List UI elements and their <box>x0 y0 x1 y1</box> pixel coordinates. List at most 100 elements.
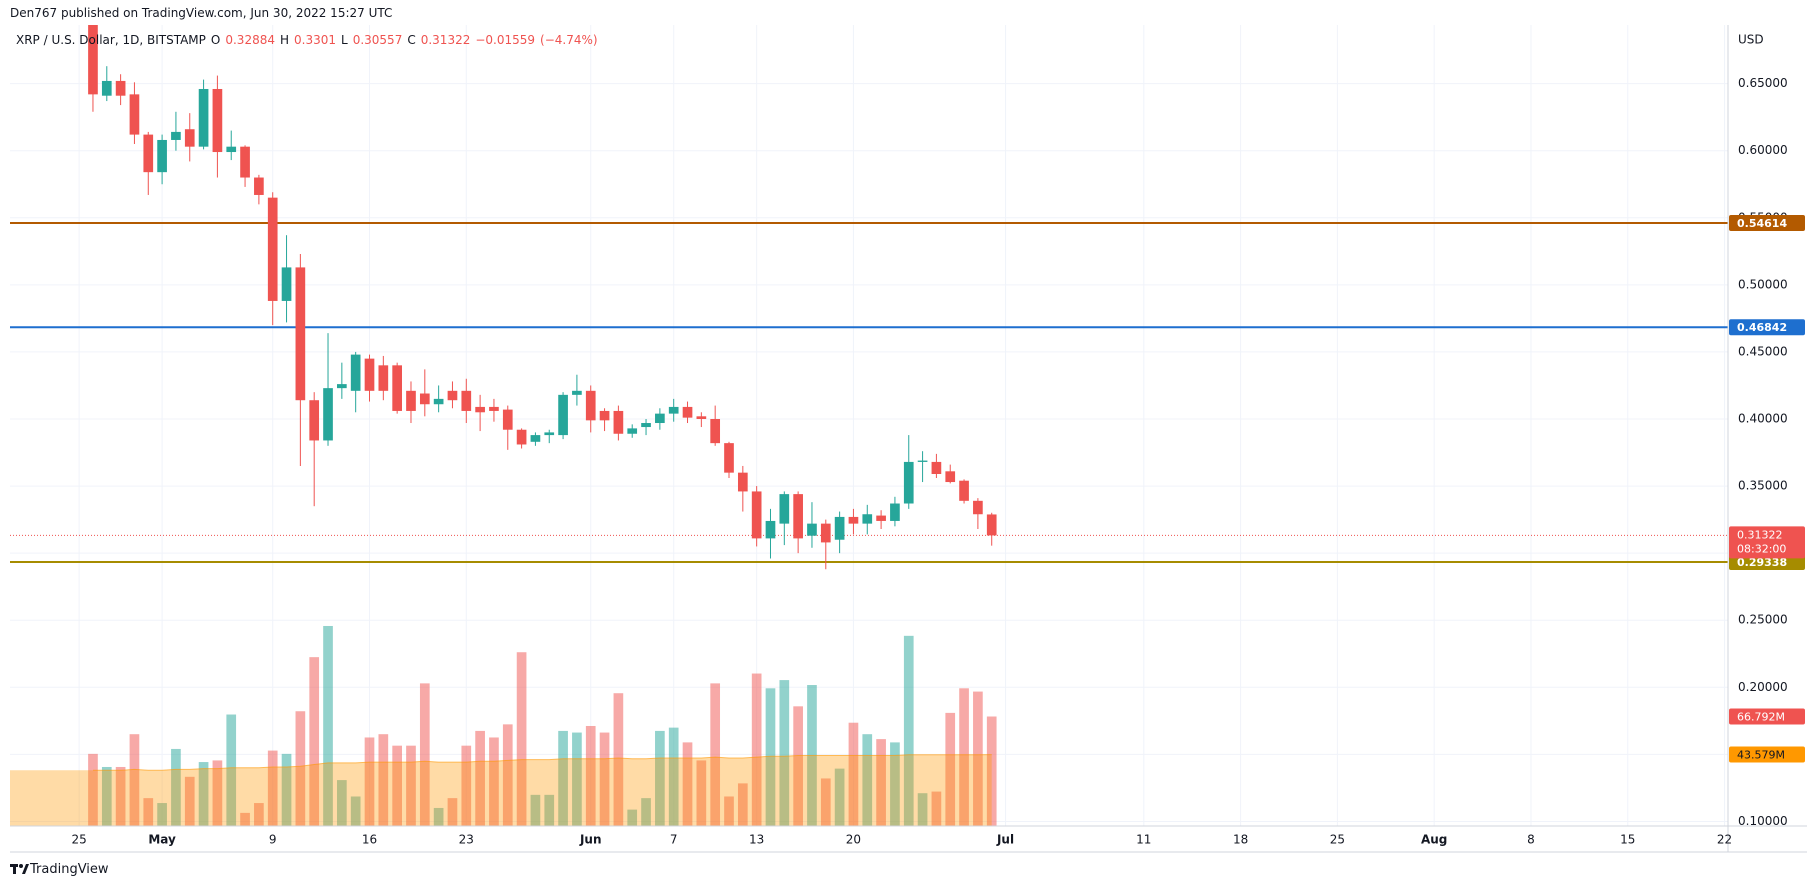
volume-bar <box>627 809 638 826</box>
volume-bar <box>931 791 942 826</box>
candle-body <box>254 177 264 195</box>
volume-bar <box>378 734 389 826</box>
x-tick-label: 25 <box>71 833 86 847</box>
x-tick-label: Jul <box>996 833 1014 847</box>
price-badge <box>1729 214 1805 231</box>
candle-body <box>572 390 582 395</box>
volume-bar <box>115 766 126 826</box>
volume-bar <box>516 652 527 826</box>
candle-body <box>876 515 886 521</box>
x-tick-label: 20 <box>846 833 861 847</box>
volume-bar <box>475 730 485 826</box>
candle-body <box>779 494 790 524</box>
volume-bar <box>254 803 264 826</box>
volume-bar <box>530 794 541 826</box>
candle-body <box>710 418 721 444</box>
candle-body <box>516 429 527 445</box>
x-tick-label: 7 <box>670 833 678 847</box>
candle-body <box>724 443 734 473</box>
candle-body <box>613 410 624 434</box>
ohlc-label: L <box>341 33 348 47</box>
volume-bar <box>765 688 776 826</box>
level-label: 0.54614 <box>1737 217 1787 230</box>
candle-body <box>973 500 983 515</box>
x-tick-label: 22 <box>1717 833 1732 847</box>
candle-body <box>101 80 112 96</box>
candle-body <box>585 390 596 421</box>
candle-body <box>226 146 237 153</box>
candle-body <box>931 461 942 474</box>
volume-bar <box>447 798 458 826</box>
candle-body <box>682 406 693 418</box>
logo <box>10 864 29 874</box>
candle-body <box>143 134 154 173</box>
volume-bar <box>890 742 900 826</box>
candle-body <box>350 354 361 391</box>
x-tick-label: Aug <box>1421 833 1447 847</box>
volume-bar <box>461 745 472 826</box>
volume-bar <box>876 739 886 826</box>
y-tick-label: 0.20000 <box>1738 680 1788 694</box>
candle-body <box>558 394 568 436</box>
volume-bar <box>862 734 873 826</box>
volume-bar <box>171 748 181 826</box>
candle-body <box>337 384 347 389</box>
y-tick-label: 0.45000 <box>1738 344 1788 358</box>
candle-body <box>502 409 513 430</box>
ohlc-label: H <box>279 33 290 47</box>
volume-bar <box>419 683 430 826</box>
volume-bar <box>267 750 278 826</box>
candle-body <box>903 461 914 504</box>
volume-bar <box>392 745 402 826</box>
x-tick-label: 11 <box>1136 833 1151 847</box>
volume-bar <box>143 798 154 826</box>
candle-body <box>751 491 762 539</box>
candle-body <box>986 514 997 536</box>
candle-body <box>544 432 555 436</box>
change: −0.01559 <box>475 33 536 47</box>
candle-body <box>433 398 444 405</box>
candle-body <box>890 503 900 521</box>
ohlc-value: 0.32884 <box>225 33 275 47</box>
volume-bar <box>834 768 845 826</box>
volume-bar <box>433 807 444 826</box>
x-tick-label: 15 <box>1620 833 1635 847</box>
volume-bar <box>779 680 790 826</box>
volume-bar <box>544 794 555 826</box>
candle-body <box>88 25 98 95</box>
volume-bar <box>986 716 997 826</box>
candle-body <box>419 393 430 405</box>
volume-bar <box>959 688 969 826</box>
x-tick-label: 13 <box>749 833 764 847</box>
volume-ma-label: 43.579M <box>1737 749 1785 762</box>
volume-bar <box>572 732 582 826</box>
x-tick-label: 23 <box>459 833 474 847</box>
candle-body <box>848 516 859 524</box>
x-tick-label: 16 <box>362 833 377 847</box>
candle-body <box>129 94 140 135</box>
candle-body <box>862 514 873 524</box>
volume-bar <box>668 727 679 826</box>
volume-bar <box>945 712 956 826</box>
volume-bar <box>364 737 375 826</box>
x-tick-label: 25 <box>1330 833 1345 847</box>
candle-body <box>281 267 292 301</box>
volume-bar <box>917 793 928 826</box>
x-tick-label: 8 <box>1527 833 1535 847</box>
change-percent: (−4.74%) <box>540 33 598 47</box>
legend: XRP / U.S. Dollar, 1D, BITSTAMP O 0.32884… <box>16 33 598 47</box>
price-badge <box>1729 746 1805 763</box>
plot-area <box>10 25 1728 826</box>
ohlc-value: 0.3301 <box>294 33 337 47</box>
volume-bar <box>198 762 209 826</box>
y-tick-label: 0.40000 <box>1738 411 1788 425</box>
volume-bar <box>903 635 914 826</box>
candle-body <box>392 365 402 411</box>
x-tick-label: 18 <box>1233 833 1248 847</box>
volume-bar <box>129 734 140 826</box>
volume-bar <box>820 778 831 826</box>
volume-bar <box>226 714 237 826</box>
candle-body <box>530 435 541 442</box>
candle-body <box>309 400 320 441</box>
candle-body <box>834 516 845 540</box>
